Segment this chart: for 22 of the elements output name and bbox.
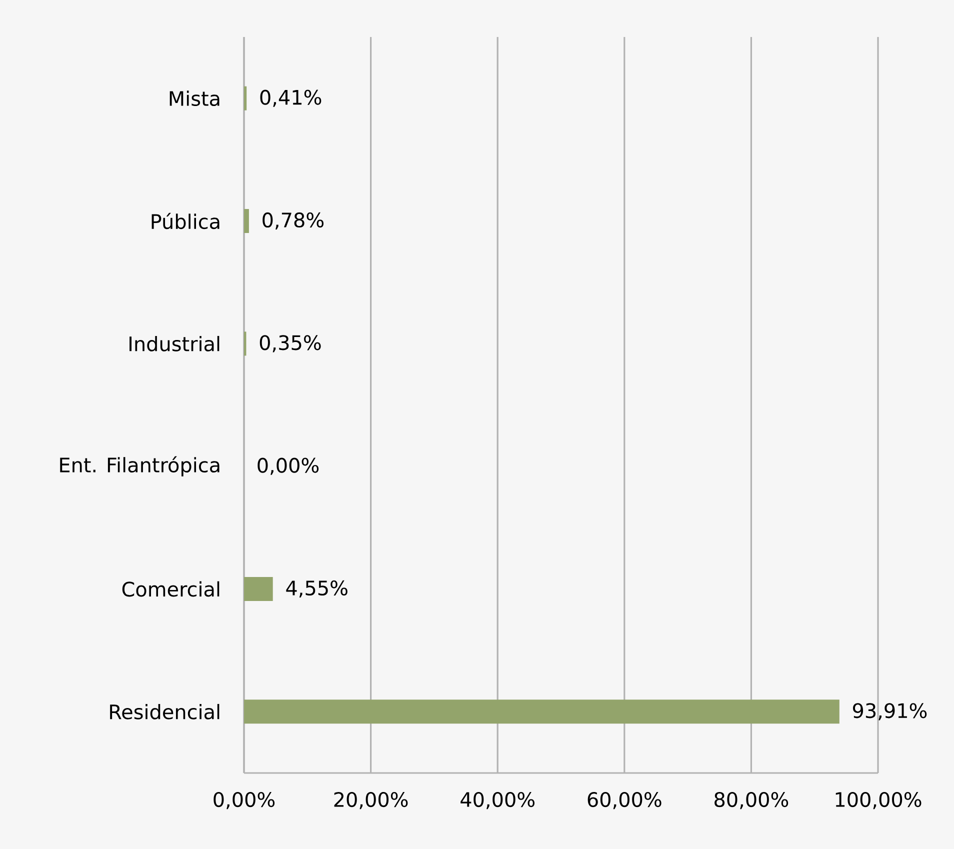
bar [244,700,840,724]
x-tick-label: 20,00% [334,792,408,810]
bar [244,209,249,234]
bar [244,577,273,602]
y-tick-label: Pública [152,212,220,230]
y-tick-label: Ent. Filantrópica [60,456,220,476]
data-label: 0,35% [260,335,321,352]
x-tick-label: 60,00% [588,792,662,810]
x-tick-label: 80,00% [714,792,788,810]
data-label: 0,78% [262,212,324,230]
data-label: 93,91% [853,703,927,720]
data-label: 0,41% [260,90,322,107]
y-tick-label: Industrial [130,336,220,352]
x-tick-label: 100,00% [836,792,922,810]
x-tick-label: 40,00% [460,792,534,810]
bar [244,86,247,110]
data-label: 0,00% [258,458,319,475]
data-label: 4,55% [286,580,348,598]
y-tick-label: Mista [170,90,220,106]
y-tick-label: Residencial [110,704,220,720]
x-tick-label: 0,00% [214,792,275,810]
y-tick-label: Comercial [122,581,220,597]
